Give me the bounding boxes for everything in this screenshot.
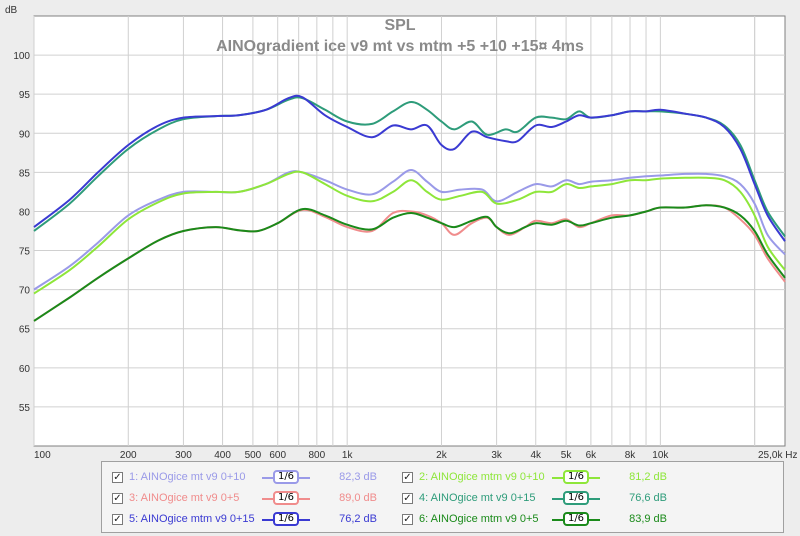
x-tick-label: 2k bbox=[436, 450, 448, 460]
legend-label: 4: AINOgice mt v9 0+15 bbox=[419, 492, 536, 504]
x-tick-label: 4k bbox=[530, 450, 542, 460]
x-tick-label: 300 bbox=[175, 450, 192, 460]
x-tick-label: 25,0k Hz bbox=[758, 450, 797, 460]
legend-series-name: AINOgice mtm v9 0+5 bbox=[430, 513, 539, 525]
legend-series-name: AINOgice mt v9 0+10 bbox=[140, 471, 246, 483]
smoothing-button[interactable]: 1/6 bbox=[262, 512, 310, 528]
smoothing-button[interactable]: 1/6 bbox=[262, 470, 310, 486]
y-tick-label: 100 bbox=[13, 51, 30, 62]
legend-checkbox[interactable]: ✓ bbox=[402, 514, 413, 525]
legend-item: ✓ 2: AINOgice mtm v9 0+10 1/6 81,2 dB bbox=[402, 469, 682, 487]
legend-label: 1: AINOgice mt v9 0+10 bbox=[129, 471, 246, 483]
legend-label: 3: AINOgice mt v9 0+5 bbox=[129, 492, 239, 504]
series-line-5 bbox=[33, 94, 786, 242]
y-tick-label: 70 bbox=[19, 286, 31, 297]
legend-checkbox[interactable]: ✓ bbox=[112, 472, 123, 483]
x-tick-label: 8k bbox=[625, 450, 637, 460]
smoothing-button[interactable]: 1/6 bbox=[552, 470, 600, 486]
smoothing-label: 1/6 bbox=[273, 512, 299, 526]
legend-index: 4: bbox=[419, 492, 429, 504]
legend-checkbox[interactable]: ✓ bbox=[112, 514, 123, 525]
grid-lines bbox=[33, 16, 785, 446]
legend-label: 6: AINOgice mtm v9 0+5 bbox=[419, 513, 539, 525]
smoothing-label: 1/6 bbox=[273, 470, 299, 484]
legend-label: 5: AINOgice mtm v9 0+15 bbox=[129, 513, 255, 525]
series-line-2 bbox=[33, 170, 786, 295]
legend-series-name: AINOgice mt v9 0+5 bbox=[140, 492, 240, 504]
x-tick-label: 5k bbox=[561, 450, 573, 460]
legend-item: ✓ 3: AINOgice mt v9 0+5 1/6 89,0 dB bbox=[112, 490, 392, 508]
x-tick-label: 3k bbox=[491, 450, 503, 460]
legend-checkbox[interactable]: ✓ bbox=[402, 472, 413, 483]
y-axis-label: dB bbox=[5, 5, 18, 16]
legend-value: 76,2 dB bbox=[339, 513, 377, 525]
y-tick-label: 55 bbox=[19, 403, 31, 414]
x-tick-label: 200 bbox=[120, 450, 137, 460]
smoothing-button[interactable]: 1/6 bbox=[552, 512, 600, 528]
legend-value: 82,3 dB bbox=[339, 471, 377, 483]
x-tick-label: 10k bbox=[652, 450, 669, 460]
smoothing-label: 1/6 bbox=[563, 491, 589, 505]
spl-chart: 55 60 65 70 75 80 85 90 95 100 100 200 300 400 500 600… bbox=[5, 5, 797, 460]
chart-title: SPL bbox=[384, 17, 415, 34]
legend-checkbox[interactable]: ✓ bbox=[112, 493, 123, 504]
smoothing-label: 1/6 bbox=[563, 512, 589, 526]
legend-series-name: AINOgice mtm v9 0+15 bbox=[140, 513, 255, 525]
series-lines bbox=[33, 94, 786, 322]
x-tick-label: 100 bbox=[34, 450, 51, 460]
smoothing-label: 1/6 bbox=[273, 491, 299, 505]
x-tick-label: 400 bbox=[214, 450, 231, 460]
x-tick-label: 800 bbox=[308, 450, 325, 460]
legend-item: ✓ 5: AINOgice mtm v9 0+15 1/6 76,2 dB bbox=[112, 511, 392, 529]
y-tick-label: 85 bbox=[19, 168, 31, 179]
x-tick-label: 500 bbox=[245, 450, 262, 460]
legend-item: ✓ 4: AINOgice mt v9 0+15 1/6 76,6 dB bbox=[402, 490, 682, 508]
chart-subtitle: AINOgradient ice v9 mt vs mtm +5 +10 +15… bbox=[216, 38, 584, 55]
plot-area bbox=[33, 15, 786, 447]
y-tick-label: 95 bbox=[19, 90, 31, 101]
legend-item: ✓ 1: AINOgice mt v9 0+10 1/6 82,3 dB bbox=[112, 469, 392, 487]
legend-value: 81,2 dB bbox=[629, 471, 667, 483]
y-tick-label: 75 bbox=[19, 247, 31, 258]
y-tick-label: 80 bbox=[19, 207, 31, 218]
x-tick-labels: 100 200 300 400 500 600 800 1k 2k 3k 4k 5k 6k 8k 10k 25… bbox=[34, 450, 797, 460]
x-tick-label: 1k bbox=[342, 450, 354, 460]
legend-value: 83,9 dB bbox=[629, 513, 667, 525]
y-tick-labels: 55 60 65 70 75 80 85 90 95 100 bbox=[13, 51, 30, 414]
y-tick-label: 60 bbox=[19, 364, 31, 375]
series-line-6 bbox=[33, 204, 786, 322]
legend-index: 3: bbox=[129, 492, 139, 504]
legend-value: 89,0 dB bbox=[339, 492, 377, 504]
smoothing-button[interactable]: 1/6 bbox=[552, 491, 600, 507]
legend-label: 2: AINOgice mtm v9 0+10 bbox=[419, 471, 545, 483]
legend-series-name: AINOgice mt v9 0+15 bbox=[430, 492, 536, 504]
smoothing-button[interactable]: 1/6 bbox=[262, 491, 310, 507]
y-tick-label: 65 bbox=[19, 325, 31, 336]
legend-index: 1: bbox=[129, 471, 139, 483]
x-tick-label: 600 bbox=[269, 450, 286, 460]
legend-panel: ✓ 1: AINOgice mt v9 0+10 1/6 82,3 dB ✓ 2: AIN… bbox=[101, 461, 784, 533]
smoothing-label: 1/6 bbox=[563, 470, 589, 484]
legend-index: 5: bbox=[129, 513, 139, 525]
legend-index: 6: bbox=[419, 513, 429, 525]
legend-series-name: AINOgice mtm v9 0+10 bbox=[430, 471, 545, 483]
legend-index: 2: bbox=[419, 471, 429, 483]
legend-checkbox[interactable]: ✓ bbox=[402, 493, 413, 504]
x-tick-label: 6k bbox=[586, 450, 598, 460]
y-tick-label: 90 bbox=[19, 129, 31, 140]
legend-value: 76,6 dB bbox=[629, 492, 667, 504]
legend-item: ✓ 6: AINOgice mtm v9 0+5 1/6 83,9 dB bbox=[402, 511, 682, 529]
